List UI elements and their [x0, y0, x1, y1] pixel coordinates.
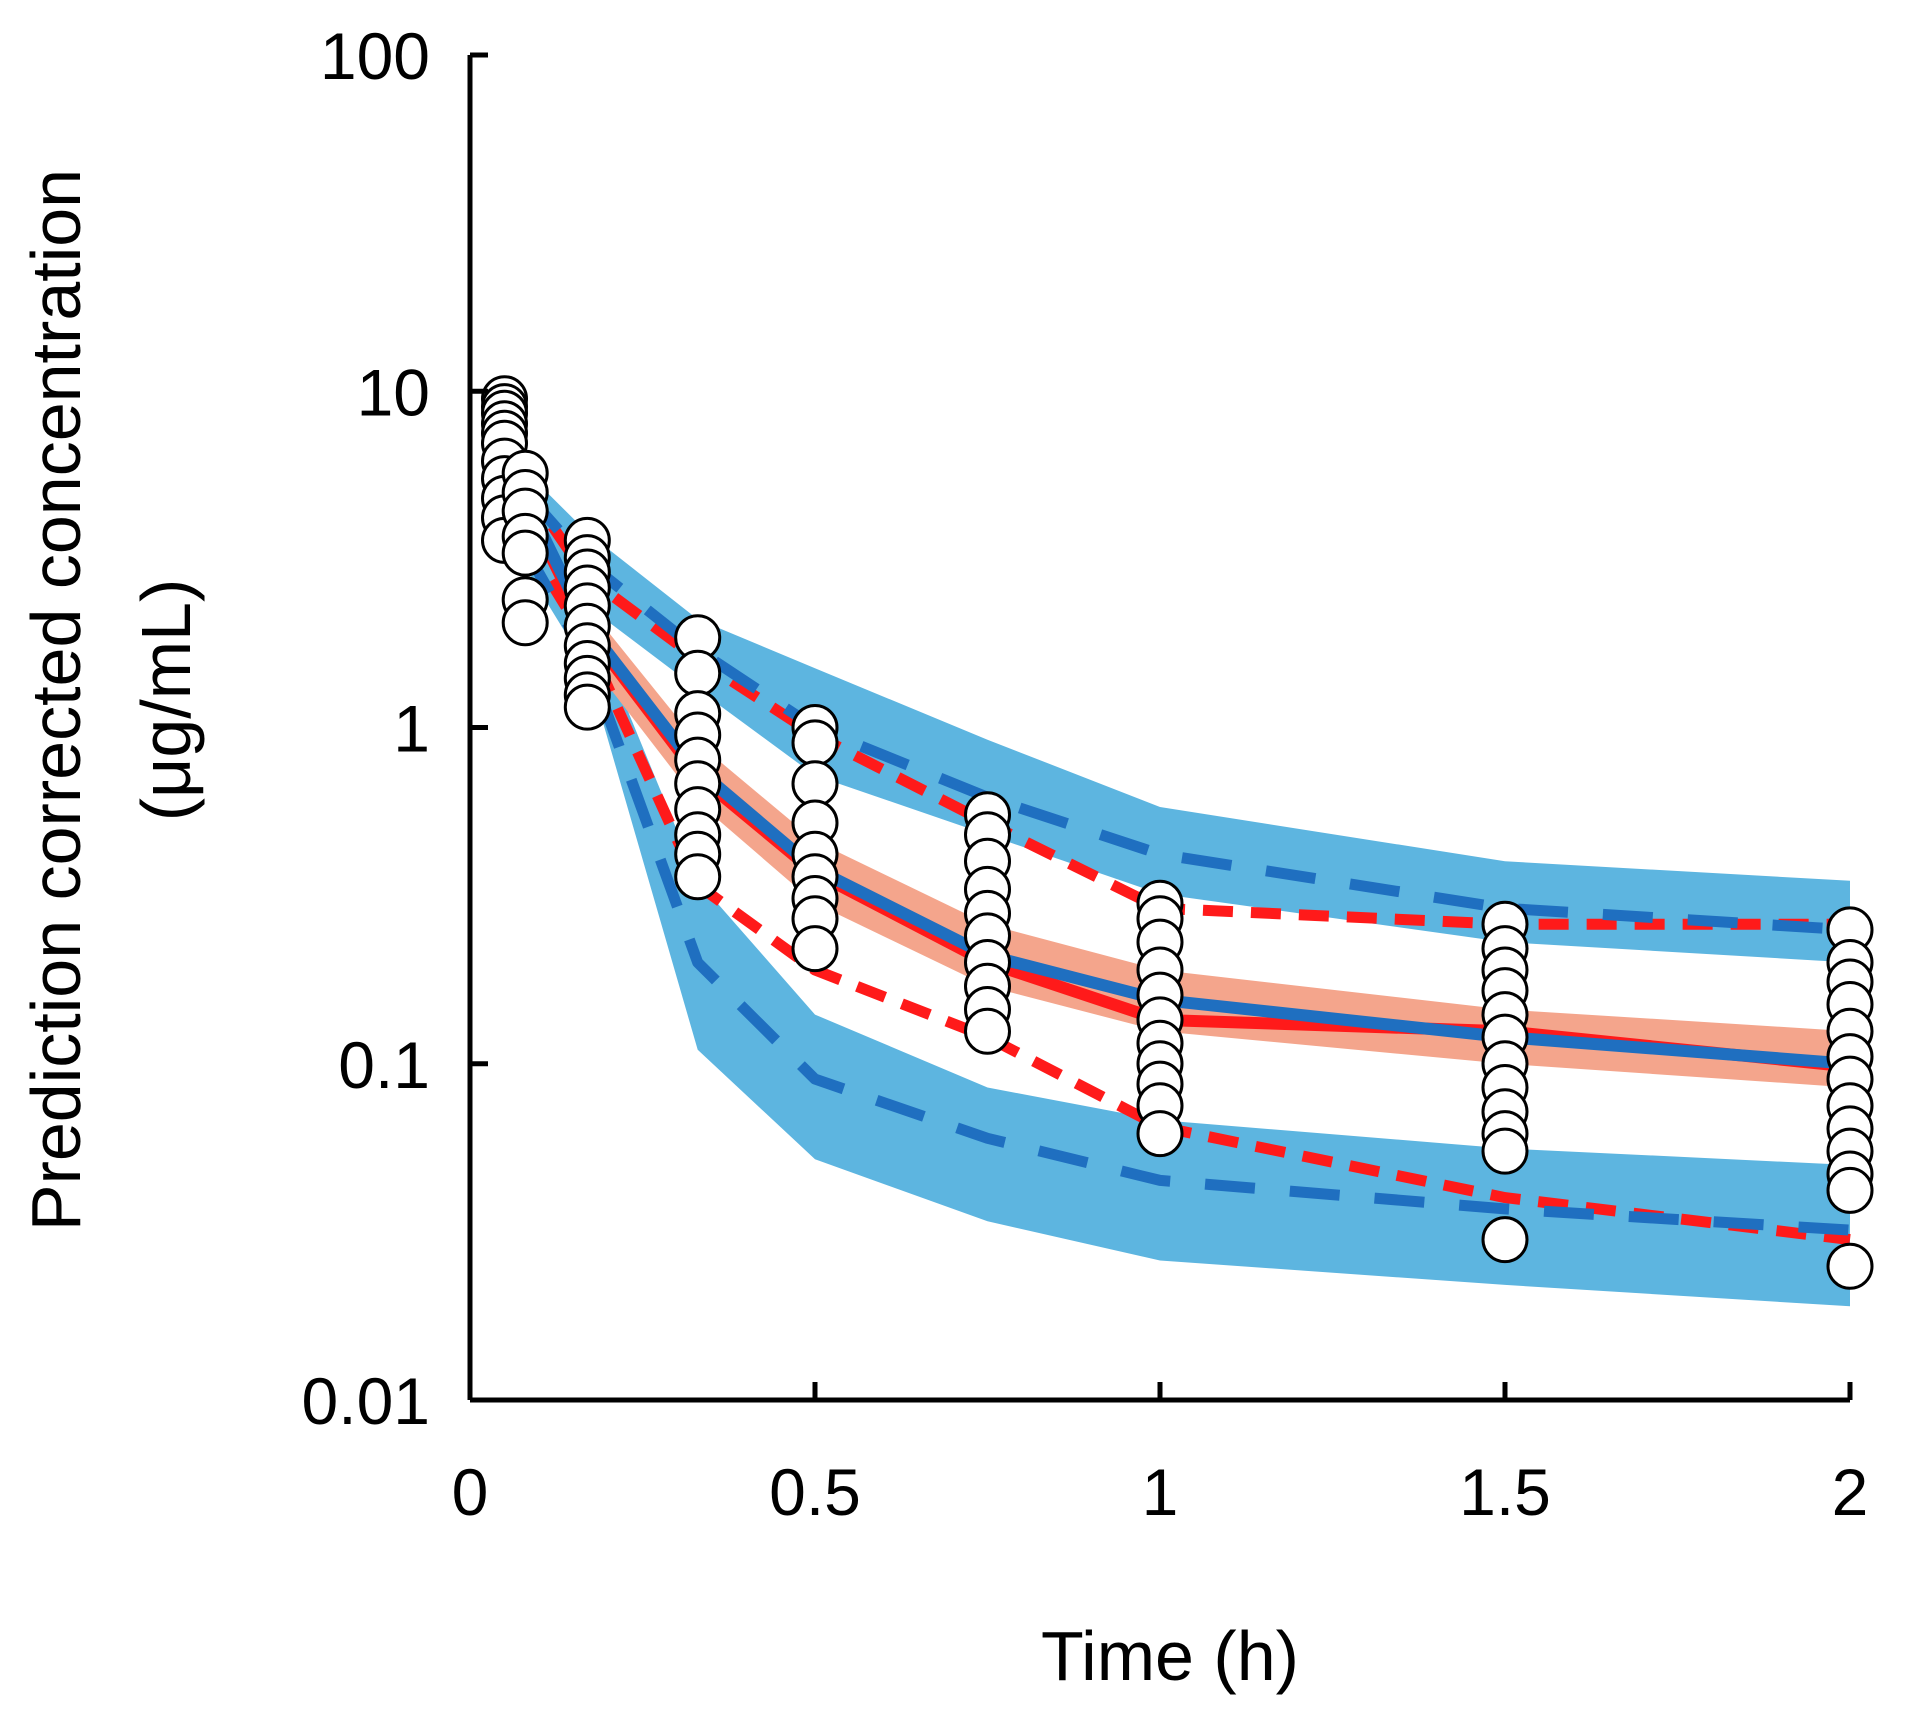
data-point	[1481, 1216, 1529, 1264]
y-tick-label: 0.1	[338, 1028, 430, 1102]
data-point	[791, 760, 839, 808]
x-tick-label: 0.5	[769, 1455, 861, 1529]
upper-pi-band	[525, 470, 1851, 963]
data-point	[674, 853, 722, 901]
data-point	[791, 719, 839, 767]
x-axis-title: Time (h)	[1041, 1617, 1299, 1695]
data-point	[1136, 1110, 1184, 1158]
axis-ticks: 0.01 0.1 1 10 100 0 0.5 1 1.5 2	[302, 19, 1869, 1529]
lower-pi-band	[525, 507, 1851, 1307]
data-point	[501, 529, 549, 577]
x-tick-label: 2	[1832, 1455, 1869, 1529]
data-point	[1826, 1242, 1874, 1290]
x-tick-label: 1	[1142, 1455, 1179, 1529]
prediction-interval-bands	[525, 470, 1851, 1307]
observed-p95-line	[520, 483, 1850, 930]
y-tick-label: 1	[393, 692, 430, 766]
y-tick-label: 100	[320, 19, 430, 93]
data-point	[501, 599, 549, 647]
data-point	[563, 683, 611, 731]
data-point	[674, 649, 722, 697]
data-point	[1481, 1127, 1529, 1175]
data-point	[964, 1007, 1011, 1055]
data-point	[791, 925, 839, 973]
y-axis-title-line2: (μg/mL)	[127, 579, 205, 822]
y-tick-label: 10	[357, 355, 430, 429]
y-tick-label: 0.01	[302, 1364, 430, 1438]
data-point	[1826, 1166, 1874, 1214]
x-tick-label: 0	[452, 1455, 489, 1529]
median-ci-band	[587, 605, 1850, 1088]
y-axis-title-line1: Prediction corrected concentration	[17, 169, 95, 1231]
x-tick-label: 1.5	[1459, 1455, 1551, 1529]
observed-points	[481, 375, 1874, 1290]
